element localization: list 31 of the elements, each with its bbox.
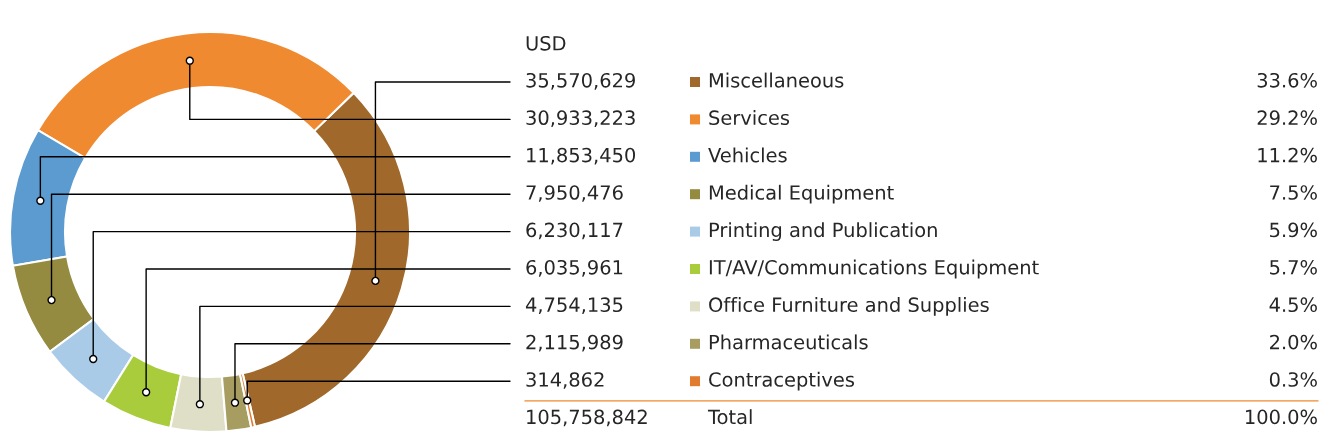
data-label: 314,862 [526, 372, 604, 389]
legend-label: Pharmaceuticals [709, 334, 868, 350]
text: 2.0% [1270, 334, 1317, 350]
legend-label: Medical Equipment [709, 184, 894, 204]
text: 105,758,842 [527, 409, 647, 427]
text: 5.9% [1270, 222, 1317, 238]
legend-label: Office Furniture and Supplies [709, 296, 989, 316]
data-label: 11,853,450 [527, 147, 636, 165]
text: 11.2% [1258, 147, 1317, 163]
data-label: 35,570,629 [526, 72, 635, 90]
legend-label: IT/AV/Communications Equipment [709, 259, 1039, 279]
data-label: 4,754,135 [525, 297, 623, 315]
legend-label: Vehicles [708, 147, 787, 163]
legend-label: Contraceptives [709, 371, 854, 391]
legend-label: Services [709, 109, 790, 126]
legend-label: Printing and Publication [709, 222, 937, 242]
data-label: 2,115,989 [526, 334, 623, 352]
text: 4.5% [1269, 297, 1317, 313]
data-label: 7,950,476 [526, 185, 623, 202]
text: 29.2% [1257, 110, 1317, 126]
text: 7.5% [1270, 185, 1317, 200]
data-label: 30,933,223 [526, 110, 635, 128]
text: Total [707, 409, 752, 425]
text: 5.7% [1270, 259, 1317, 275]
text: 100.0% [1245, 409, 1317, 425]
data-label: 6,035,961 [526, 259, 623, 277]
text: 33.6% [1257, 72, 1317, 88]
text: USD [526, 35, 566, 51]
legend-label: Miscellaneous [709, 72, 844, 88]
data-label: 6,230,117 [526, 222, 623, 240]
text: 0.3% [1269, 372, 1317, 387]
